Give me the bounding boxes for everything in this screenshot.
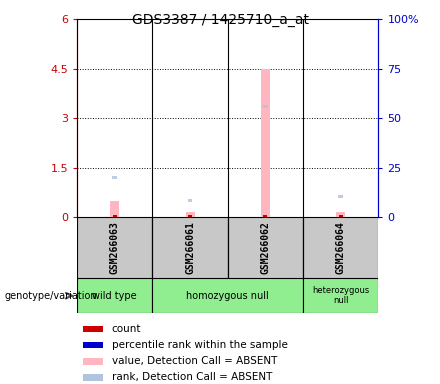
Text: GDS3387 / 1425710_a_at: GDS3387 / 1425710_a_at: [132, 13, 308, 27]
Bar: [263, 105, 268, 108]
Bar: [113, 215, 117, 217]
Bar: [83, 358, 103, 364]
Bar: [83, 342, 103, 348]
Bar: [303, 217, 378, 278]
Text: GSM266061: GSM266061: [185, 221, 195, 274]
Bar: [336, 212, 345, 217]
Bar: [263, 215, 268, 217]
Bar: [152, 278, 303, 313]
Bar: [303, 278, 378, 313]
Text: count: count: [112, 324, 141, 334]
Bar: [77, 278, 152, 313]
Bar: [187, 199, 192, 202]
Text: homozygous null: homozygous null: [186, 291, 269, 301]
Bar: [110, 201, 119, 217]
Text: GSM266063: GSM266063: [110, 221, 120, 274]
Bar: [77, 217, 152, 278]
Bar: [339, 215, 343, 217]
Text: genotype/variation: genotype/variation: [4, 291, 97, 301]
Text: percentile rank within the sample: percentile rank within the sample: [112, 340, 288, 350]
Bar: [83, 326, 103, 332]
Bar: [261, 69, 270, 217]
Text: GSM266064: GSM266064: [336, 221, 346, 274]
Bar: [152, 217, 228, 278]
Text: value, Detection Call = ABSENT: value, Detection Call = ABSENT: [112, 356, 277, 366]
Text: rank, Detection Call = ABSENT: rank, Detection Call = ABSENT: [112, 372, 272, 382]
Bar: [112, 176, 117, 179]
Bar: [228, 217, 303, 278]
Bar: [338, 195, 343, 198]
Bar: [186, 212, 194, 217]
Bar: [188, 215, 192, 217]
Text: GSM266062: GSM266062: [260, 221, 270, 274]
Text: heterozygous
null: heterozygous null: [312, 286, 369, 305]
Text: wild type: wild type: [92, 291, 137, 301]
Bar: [83, 374, 103, 381]
